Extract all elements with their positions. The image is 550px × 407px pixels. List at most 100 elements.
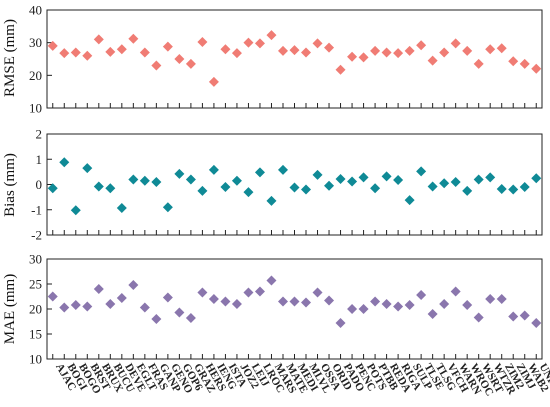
rmse-point bbox=[254, 38, 265, 49]
mae-point bbox=[531, 318, 542, 328]
bias-point bbox=[93, 181, 104, 192]
rmse-point bbox=[105, 46, 116, 57]
rmse-point bbox=[496, 43, 507, 54]
bias-point bbox=[301, 184, 312, 195]
rmse-point bbox=[473, 58, 484, 69]
rmse-point bbox=[335, 64, 346, 75]
rmse-point bbox=[347, 51, 358, 62]
bias-point bbox=[208, 164, 219, 175]
rmse-ytick-label: 10 bbox=[29, 101, 42, 116]
bias-point bbox=[59, 157, 70, 168]
bias-point bbox=[70, 205, 81, 216]
mae-point bbox=[254, 286, 265, 297]
mae-point bbox=[59, 302, 70, 313]
rmse-point bbox=[485, 44, 496, 55]
mae-point bbox=[243, 287, 254, 298]
mae-point bbox=[496, 294, 507, 304]
rmse-point bbox=[197, 37, 208, 48]
bias-point bbox=[47, 183, 58, 194]
bias-point bbox=[473, 174, 484, 185]
rmse-point bbox=[70, 47, 81, 58]
bias-point bbox=[254, 167, 265, 178]
bias-ytick-label: -2 bbox=[31, 228, 42, 243]
rmse-point bbox=[393, 48, 404, 59]
mae-point bbox=[485, 294, 496, 304]
rmse-point bbox=[82, 50, 93, 61]
bias-point bbox=[82, 163, 93, 174]
rmse-axis-title: RMSE (mm) bbox=[2, 19, 18, 97]
bias-point bbox=[404, 195, 415, 206]
mae-point bbox=[370, 296, 381, 307]
mae-point bbox=[128, 280, 139, 290]
mae-point bbox=[220, 296, 231, 307]
bias-point bbox=[312, 169, 323, 180]
bias-point bbox=[151, 176, 162, 187]
mae-point bbox=[105, 299, 116, 309]
rmse-point bbox=[301, 47, 312, 58]
bias-point bbox=[450, 176, 461, 187]
mae-point bbox=[335, 318, 346, 328]
mae-point bbox=[93, 284, 104, 294]
rmse-ytick-label: 30 bbox=[29, 35, 42, 50]
rmse-point bbox=[208, 76, 219, 87]
rmse-point bbox=[128, 33, 139, 44]
rmse-point bbox=[370, 45, 381, 56]
rmse-point bbox=[312, 38, 323, 49]
bias-ytick-label: 0 bbox=[36, 177, 43, 192]
mae-point bbox=[162, 292, 173, 303]
bias-point bbox=[220, 182, 231, 193]
rmse-point bbox=[531, 63, 542, 74]
mae-point bbox=[439, 299, 450, 309]
mae-point bbox=[450, 286, 461, 297]
mae-point bbox=[427, 309, 438, 319]
bias-point bbox=[393, 174, 404, 185]
mae-point bbox=[277, 296, 288, 307]
mae-point bbox=[231, 299, 242, 309]
rmse-point bbox=[358, 52, 369, 63]
mae-point bbox=[266, 275, 277, 286]
bias-point bbox=[162, 202, 173, 213]
bias-point bbox=[324, 180, 335, 191]
bias-point bbox=[231, 175, 242, 186]
bias-ytick-label: 2 bbox=[36, 127, 43, 142]
mae-point bbox=[473, 312, 484, 323]
rmse-point bbox=[450, 38, 461, 49]
bias-point bbox=[358, 172, 369, 183]
bias-ytick-label: -1 bbox=[31, 202, 42, 217]
mae-ytick-label: 10 bbox=[29, 352, 42, 367]
rmse-point bbox=[93, 34, 104, 45]
rmse-point bbox=[404, 45, 415, 56]
mae-point bbox=[416, 290, 427, 300]
rmse-ytick-label: 20 bbox=[29, 68, 42, 83]
mae-point bbox=[324, 295, 335, 306]
bias-point bbox=[266, 195, 277, 206]
rmse-point bbox=[324, 42, 335, 53]
mae-point bbox=[393, 301, 404, 312]
bias-axis-title: Bias (mm) bbox=[2, 153, 18, 217]
bias-point bbox=[277, 164, 288, 175]
bias-point bbox=[508, 184, 519, 195]
mae-point bbox=[139, 302, 150, 313]
mae-point bbox=[208, 294, 219, 304]
rmse-point bbox=[151, 60, 162, 71]
rmse-point bbox=[266, 30, 277, 41]
bias-point bbox=[519, 182, 530, 193]
bias-point bbox=[416, 166, 427, 177]
bias-point bbox=[335, 173, 346, 184]
rmse-point bbox=[439, 47, 450, 58]
bias-point bbox=[197, 185, 208, 196]
station-labels: AJACBOGIBOGOBRSTBRUXBUCUDEVEEGLTFRASGANP… bbox=[53, 362, 550, 399]
bias-point bbox=[496, 184, 507, 195]
mae-point bbox=[289, 296, 300, 307]
bias-ytick-label: 1 bbox=[36, 152, 43, 167]
mae-point bbox=[358, 304, 369, 314]
bias-point bbox=[485, 172, 496, 183]
mae-point bbox=[462, 300, 473, 310]
mae-point bbox=[70, 300, 81, 310]
mae-point bbox=[116, 293, 127, 303]
rmse-point bbox=[116, 44, 127, 55]
bias-point bbox=[427, 181, 438, 192]
mae-ytick-label: 30 bbox=[29, 252, 42, 267]
